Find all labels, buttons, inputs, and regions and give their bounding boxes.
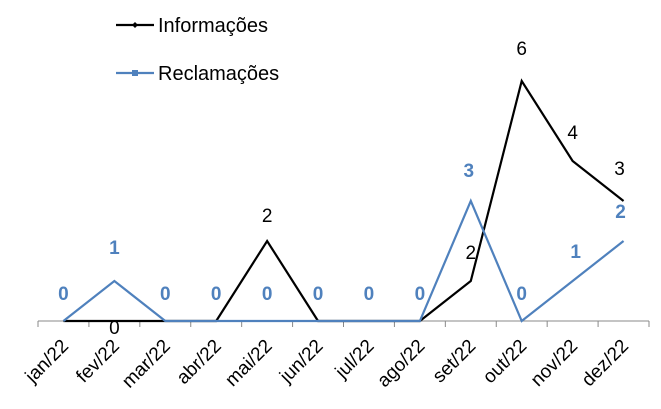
- legend-label-0: Informações: [158, 15, 268, 37]
- x-tick-label: dez/22: [578, 336, 633, 391]
- x-tick-label: set/22: [429, 336, 480, 387]
- data-label-reclamacoes: 0: [313, 284, 324, 305]
- data-label-reclamacoes: 0: [516, 284, 527, 305]
- data-label-informacoes: 0: [109, 318, 120, 339]
- x-tick-label: mar/22: [118, 336, 175, 393]
- chart-legend: Informações Reclamações: [116, 15, 279, 85]
- series-line-1: [62, 198, 625, 323]
- x-tick-label: jul/22: [331, 336, 379, 384]
- data-label-reclamacoes: 0: [211, 284, 222, 305]
- data-label-informacoes: 4: [567, 123, 578, 144]
- data-label-reclamacoes: 0: [415, 284, 426, 305]
- x-tick-label: abr/22: [173, 336, 226, 389]
- data-label-reclamacoes: 1: [570, 242, 581, 263]
- data-label-reclamacoes: 0: [58, 284, 69, 305]
- x-tick-label: ago/22: [373, 336, 429, 392]
- x-tick-label: out/22: [479, 336, 531, 388]
- data-label-reclamacoes: 1: [109, 238, 120, 259]
- legend-label-1: Reclamações: [158, 63, 279, 85]
- data-labels-layer: 0 2 2 6 4 3 0 1 0 0 0 0 0 0 3 0 1 2: [58, 39, 626, 339]
- x-tick-label: mai/22: [221, 336, 276, 391]
- data-label-reclamacoes: 0: [160, 284, 171, 305]
- data-label-informacoes: 2: [466, 243, 477, 264]
- x-tick-label: fev/22: [72, 336, 123, 387]
- x-tick-label: jan/22: [21, 336, 73, 388]
- data-label-informacoes: 3: [614, 159, 625, 180]
- x-tick-label: nov/22: [527, 336, 582, 391]
- series-line-0: [63, 78, 625, 323]
- legend-marker-square: [132, 70, 138, 76]
- series-layer: [62, 78, 625, 323]
- data-label-reclamacoes: 3: [464, 161, 475, 182]
- data-label-reclamacoes: 2: [615, 202, 626, 223]
- data-label-reclamacoes: 0: [364, 284, 375, 305]
- data-label-informacoes: 2: [262, 206, 273, 227]
- x-tick-label: jun/22: [275, 336, 327, 388]
- legend-marker-diamond: [132, 22, 138, 28]
- data-label-reclamacoes: 0: [262, 284, 273, 305]
- data-label-informacoes: 6: [516, 39, 527, 60]
